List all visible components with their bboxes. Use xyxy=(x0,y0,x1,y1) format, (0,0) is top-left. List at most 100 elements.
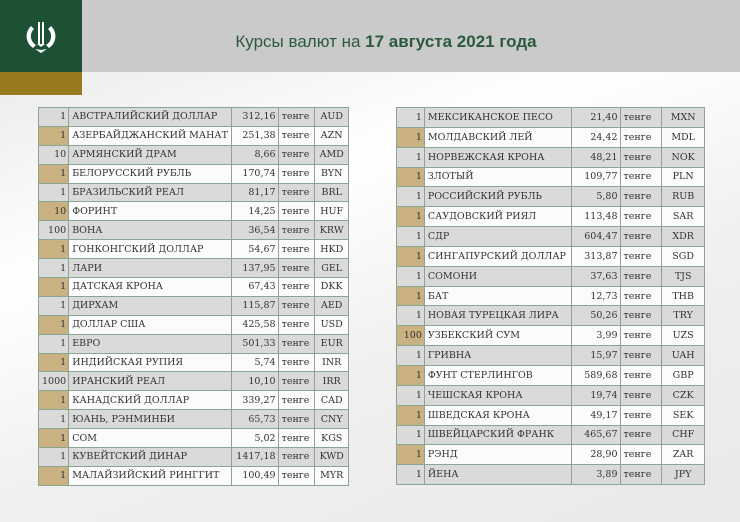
nominal-cell: 1 xyxy=(37,465,70,486)
currency-name-cell: БАТ xyxy=(423,285,572,307)
currency-row: 1 ФУНТ СТЕРЛИНГОВ 589,68 тенге GBP xyxy=(396,364,705,386)
nominal-cell: 1 xyxy=(396,384,425,406)
currency-row: 1 СДР 604,47 тенге XDR xyxy=(396,226,705,247)
currency-name-cell: ДИРХАМ xyxy=(68,295,232,316)
title-date: 17 августа 2021 года xyxy=(365,32,537,51)
rate-cell: 5,74 xyxy=(230,352,279,373)
code-cell: UZS xyxy=(661,325,705,347)
rate-cell: 109,77 xyxy=(570,166,621,188)
rate-cell: 425,58 xyxy=(230,314,279,335)
unit-cell: тенге xyxy=(619,424,663,446)
code-cell: HKD xyxy=(314,239,349,260)
currency-row: 1 ДИРХАМ 115,87 тенге AED xyxy=(37,295,349,316)
rate-cell: 113,48 xyxy=(570,206,621,228)
currency-name-cell: ЧЕШСКАЯ КРОНА xyxy=(423,384,572,406)
rate-cell: 5,02 xyxy=(230,428,279,449)
currency-name-cell: ГРИВНА xyxy=(423,345,572,366)
unit-cell: тенге xyxy=(619,206,663,228)
rate-cell: 65,73 xyxy=(230,409,279,430)
rate-cell: 3,89 xyxy=(570,464,621,486)
nominal-cell: 1 xyxy=(396,364,425,386)
code-cell: USD xyxy=(314,314,349,335)
unit-cell: тенге xyxy=(619,186,663,208)
unit-cell: тенге xyxy=(619,226,663,247)
currency-row: 1 ГРИВНА 15,97 тенге UAH xyxy=(396,345,705,366)
unit-cell: тенге xyxy=(619,245,663,267)
currency-row: 1 ИНДИЙСКАЯ РУПИЯ 5,74 тенге INR xyxy=(37,352,349,373)
rate-cell: 37,63 xyxy=(570,265,621,287)
nominal-cell: 1 xyxy=(396,186,425,208)
currency-name-cell: СИНГАПУРСКИЙ ДОЛЛАР xyxy=(423,245,572,267)
currency-row: 1 КУВЕЙТСКИЙ ДИНАР 1417,18 тенге KWD xyxy=(37,447,349,467)
rate-cell: 3,99 xyxy=(570,325,621,347)
code-cell: INR xyxy=(314,352,349,373)
currency-name-cell: АЗЕРБАЙДЖАНСКИЙ МАНАТ xyxy=(68,125,232,146)
unit-cell: тенге xyxy=(277,465,316,486)
nominal-cell: 1 xyxy=(396,404,425,426)
rate-cell: 589,68 xyxy=(570,364,621,386)
rate-cell: 137,95 xyxy=(230,258,279,279)
rate-cell: 19,74 xyxy=(570,384,621,406)
nominal-cell: 1 xyxy=(396,345,425,366)
currency-name-cell: МЕКСИКАНСКОЕ ПЕСО xyxy=(423,107,572,128)
code-cell: DKK xyxy=(314,277,349,297)
currency-row: 1000 ИРАНСКИЙ РЕАЛ 10,10 тенге IRR xyxy=(37,371,349,392)
unit-cell: тенге xyxy=(277,333,316,354)
code-cell: PLN xyxy=(661,166,705,188)
currency-name-cell: ШВЕДСКАЯ КРОНА xyxy=(423,404,572,426)
unit-cell: тенге xyxy=(277,295,316,316)
unit-cell: тенге xyxy=(619,126,663,148)
currency-row: 1 АЗЕРБАЙДЖАНСКИЙ МАНАТ 251,38 тенге AZN xyxy=(37,125,349,146)
nominal-cell: 1 xyxy=(37,333,70,354)
currency-row: 1 СИНГАПУРСКИЙ ДОЛЛАР 313,87 тенге SGD xyxy=(396,245,705,267)
unit-cell: тенге xyxy=(277,352,316,373)
nominal-cell: 1 xyxy=(37,447,70,467)
code-cell: CHF xyxy=(661,424,705,446)
unit-cell: тенге xyxy=(619,285,663,307)
code-cell: TRY xyxy=(661,305,705,327)
nominal-cell: 1 xyxy=(396,265,425,287)
nominal-cell: 1 xyxy=(396,424,425,446)
unit-cell: тенге xyxy=(277,390,316,411)
rate-cell: 67,43 xyxy=(230,277,279,297)
currency-row: 1 ГОНКОНГСКИЙ ДОЛЛАР 54,67 тенге HKD xyxy=(37,239,349,260)
unit-cell: тенге xyxy=(619,305,663,327)
nominal-cell: 1 xyxy=(37,352,70,373)
currency-name-cell: СОМ xyxy=(68,428,232,449)
unit-cell: тенге xyxy=(277,239,316,260)
unit-cell: тенге xyxy=(619,325,663,347)
currency-name-cell: АВСТРАЛИЙСКИЙ ДОЛЛАР xyxy=(68,107,232,127)
currency-name-cell: ДАТСКАЯ КРОНА xyxy=(68,277,232,297)
unit-cell: тенге xyxy=(277,314,316,335)
code-cell: THB xyxy=(661,285,705,307)
code-cell: MXN xyxy=(661,107,705,128)
unit-cell: тенге xyxy=(619,107,663,128)
page-title: Курсы валют на 17 августа 2021 года xyxy=(82,32,690,52)
currency-row: 1 ЮАНЬ, РЭНМИНБИ 65,73 тенге CNY xyxy=(37,409,349,430)
nominal-cell: 1 xyxy=(396,444,425,466)
currency-name-cell: РЭНД xyxy=(423,444,572,466)
currency-row: 1 НОВАЯ ТУРЕЦКАЯ ЛИРА 50,26 тенге TRY xyxy=(396,305,705,327)
nominal-cell: 1 xyxy=(37,428,70,449)
rate-cell: 1417,18 xyxy=(230,447,279,467)
nominal-cell: 1 xyxy=(37,390,70,411)
currency-name-cell: ЮАНЬ, РЭНМИНБИ xyxy=(68,409,232,430)
code-cell: RUB xyxy=(661,186,705,208)
nominal-cell: 1 xyxy=(396,305,425,327)
currency-row: 1 БЕЛОРУССКИЙ РУБЛЬ 170,74 тенге BYN xyxy=(37,163,349,184)
currency-name-cell: МАЛАЙЗИЙСКИЙ РИНГГИТ xyxy=(68,465,232,486)
unit-cell: тенге xyxy=(277,409,316,430)
currency-row: 1 НОРВЕЖСКАЯ КРОНА 48,21 тенге NOK xyxy=(396,146,705,168)
currency-row: 1 ДАТСКАЯ КРОНА 67,43 тенге DKK xyxy=(37,277,349,297)
rate-cell: 50,26 xyxy=(570,305,621,327)
nominal-cell: 1 xyxy=(396,285,425,307)
nominal-cell: 1 xyxy=(37,258,70,279)
currency-row: 1 РОССИЙСКИЙ РУБЛЬ 5,80 тенге RUB xyxy=(396,186,705,208)
nominal-cell: 1 xyxy=(396,107,425,128)
currency-row: 1 БАТ 12,73 тенге THB xyxy=(396,285,705,307)
rate-cell: 604,47 xyxy=(570,226,621,247)
currency-name-cell: СОМОНИ xyxy=(423,265,572,287)
currency-row: 1 ШВЕЙЦАРСКИЙ ФРАНК 465,67 тенге CHF xyxy=(396,424,705,446)
rate-cell: 100,49 xyxy=(230,465,279,486)
currency-name-cell: ЙЕНА xyxy=(423,464,572,486)
